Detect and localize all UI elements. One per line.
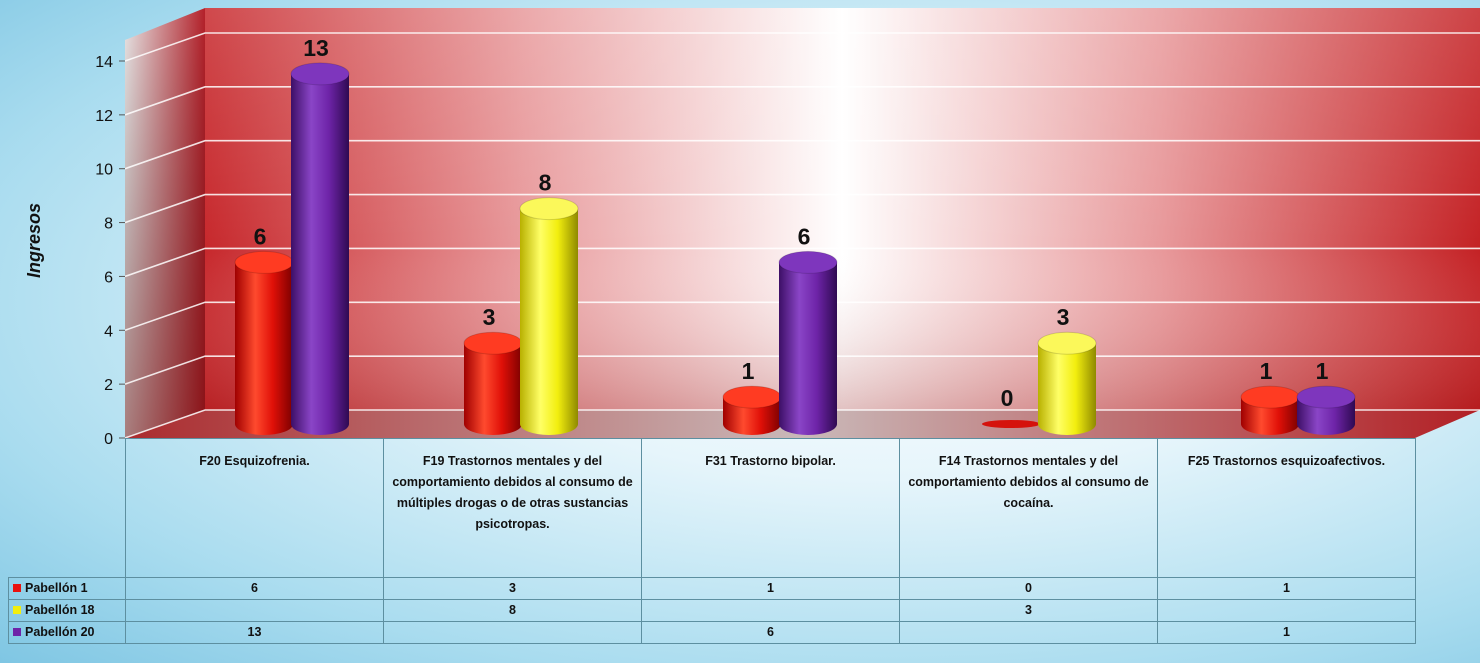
bar-body (779, 262, 837, 435)
bar-body (235, 262, 293, 435)
table-cell (125, 599, 384, 622)
table-cell: 6 (641, 621, 900, 644)
bar (290, 62, 350, 435)
legend-label: Pabellón 20 (25, 625, 95, 639)
gridline (124, 86, 1480, 116)
bar-value-label: 0 (1001, 385, 1014, 411)
gridline (124, 32, 1480, 62)
bar (519, 197, 579, 435)
gridline (124, 301, 1480, 332)
y-axis-title: Ingresos (24, 202, 45, 278)
y-tick-label: 4 (104, 323, 113, 340)
bar (1296, 385, 1356, 435)
x-category-label: F14 Trastornos mentales y del comportami… (899, 438, 1158, 578)
y-tick-label: 12 (95, 108, 113, 125)
bar-value-labels: 6 13 3 8 1 6 0 3 1 1 (254, 35, 1329, 411)
bar-value-label: 13 (303, 35, 329, 61)
bar-top (1296, 385, 1356, 409)
y-tick-label: 8 (104, 216, 113, 233)
bar-body (1038, 343, 1096, 435)
bar-value-label: 6 (254, 223, 267, 249)
gridline (124, 139, 1480, 170)
bar-top (778, 250, 838, 274)
data-table: F20 Esquizofrenia. F19 Trastornos mentale… (8, 438, 1416, 644)
x-category-label: F20 Esquizofrenia. (125, 438, 384, 578)
table-cell (899, 621, 1158, 644)
table-cell: 3 (383, 577, 642, 600)
table-cell: 1 (1157, 621, 1416, 644)
legend-label: Pabellón 1 (25, 581, 88, 595)
table-cell: 13 (125, 621, 384, 644)
table-cell: 8 (383, 599, 642, 622)
legend-key (13, 605, 21, 614)
legend-label: Pabellón 18 (25, 603, 95, 617)
bar-top (982, 420, 1040, 428)
gridline (124, 247, 1480, 278)
bar-value-label: 3 (483, 304, 496, 330)
table-cell (641, 599, 900, 622)
legend-key (13, 627, 21, 636)
table-row: Pabellón 20 13 6 1 (8, 621, 1416, 644)
bar (1037, 331, 1097, 435)
bar-top (1240, 385, 1300, 409)
table-cell: 1 (641, 577, 900, 600)
table-cell (383, 621, 642, 644)
legend-entry: Pabellón 1 (8, 577, 126, 600)
bar-value-label: 1 (1260, 358, 1273, 384)
bar-body (520, 208, 578, 435)
bar-value-label: 3 (1057, 304, 1070, 330)
bar-top (234, 250, 294, 274)
table-cell: 3 (899, 599, 1158, 622)
bar-top (722, 385, 782, 409)
bar-value-label: 1 (1316, 358, 1329, 384)
bar-top (463, 331, 523, 355)
bar (1240, 385, 1300, 435)
bar-value-label: 8 (539, 170, 552, 196)
bar (463, 331, 523, 435)
bars (234, 62, 1356, 435)
table-row: Pabellón 18 8 3 (8, 599, 1416, 622)
table-cell (1157, 599, 1416, 622)
bar (982, 420, 1040, 428)
y-tick-label: 2 (104, 377, 113, 394)
bar-value-label: 1 (742, 358, 755, 384)
x-category-label: F31 Trastorno bipolar. (641, 438, 900, 578)
table-cell: 6 (125, 577, 384, 600)
bar-top (1037, 331, 1097, 355)
x-category-label: F19 Trastornos mentales y del comportami… (383, 438, 642, 578)
bar (234, 250, 294, 435)
legend-entry: Pabellón 20 (8, 621, 126, 644)
gridline (124, 193, 1480, 224)
legend-entry: Pabellón 18 (8, 599, 126, 622)
table-corner (8, 438, 126, 578)
chart-back-wall-shade (205, 8, 1480, 410)
bar-body (464, 343, 522, 435)
bar (778, 250, 838, 435)
chart-side-wall-shade (125, 8, 205, 438)
data-table-body: F20 Esquizofrenia. F19 Trastornos mentale… (8, 438, 1416, 644)
bar (722, 385, 782, 435)
bar-value-label: 6 (798, 223, 811, 249)
y-axis-title-box: Ingresos (10, 190, 60, 290)
legend-key (13, 583, 21, 592)
category-row: F20 Esquizofrenia. F19 Trastornos mentale… (8, 438, 1416, 578)
table-cell: 1 (1157, 577, 1416, 600)
bar-top (519, 197, 579, 221)
y-tick-label: 6 (104, 269, 113, 286)
y-tick-label: 14 (95, 54, 113, 71)
bar-top (290, 62, 350, 86)
bar-body (291, 73, 349, 435)
table-cell: 0 (899, 577, 1158, 600)
x-category-label: F25 Trastornos esquizoafectivos. (1157, 438, 1416, 578)
y-tick-label: 10 (95, 162, 113, 179)
